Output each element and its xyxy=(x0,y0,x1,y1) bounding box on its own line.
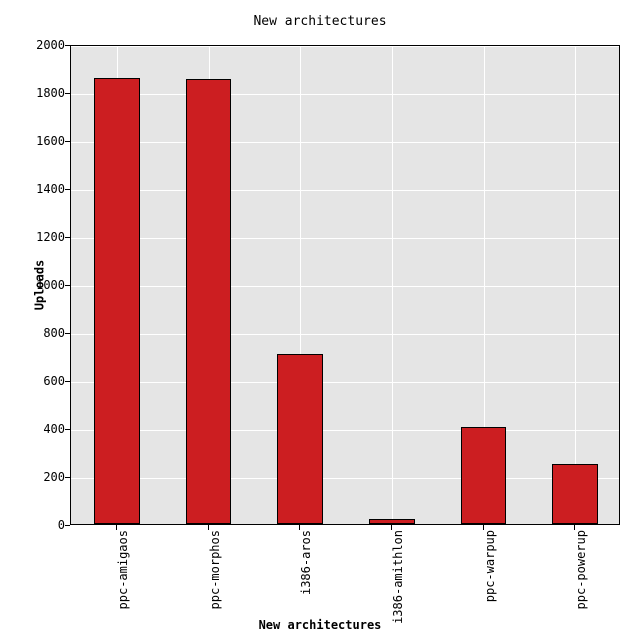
grid-line-h xyxy=(71,382,619,383)
y-tick-label: 800 xyxy=(15,326,65,340)
grid-line-h xyxy=(71,478,619,479)
y-tick-mark xyxy=(65,333,70,334)
y-tick-label: 1600 xyxy=(15,134,65,148)
x-tick-label: ppc-amigaos xyxy=(116,530,130,609)
grid-line-h xyxy=(71,190,619,191)
y-tick-mark xyxy=(65,189,70,190)
grid-line-v xyxy=(575,46,576,524)
chart-title: New architectures xyxy=(0,14,640,29)
y-tick-mark xyxy=(65,45,70,46)
x-tick-label: ppc-powerup xyxy=(574,530,588,609)
grid-line-h xyxy=(71,286,619,287)
y-tick-label: 400 xyxy=(15,422,65,436)
grid-line-v xyxy=(392,46,393,524)
y-tick-label: 600 xyxy=(15,374,65,388)
y-tick-mark xyxy=(65,429,70,430)
y-tick-label: 1800 xyxy=(15,86,65,100)
y-tick-mark xyxy=(65,525,70,526)
chart-container: New architectures 0200400600800100012001… xyxy=(0,0,640,640)
y-axis-label: Uploads xyxy=(32,260,46,311)
grid-line-h xyxy=(71,334,619,335)
bar xyxy=(461,427,507,524)
grid-line-h xyxy=(71,526,619,527)
bar xyxy=(369,519,415,524)
y-tick-mark xyxy=(65,381,70,382)
x-tick-label: ppc-warpup xyxy=(483,530,497,602)
x-tick-label: ppc-morphos xyxy=(208,530,222,609)
y-tick-label: 2000 xyxy=(15,38,65,52)
grid-line-h xyxy=(71,238,619,239)
y-tick-label: 1400 xyxy=(15,182,65,196)
y-tick-label: 200 xyxy=(15,470,65,484)
bar xyxy=(277,354,323,524)
y-tick-mark xyxy=(65,141,70,142)
grid-line-h xyxy=(71,142,619,143)
y-tick-mark xyxy=(65,93,70,94)
bar xyxy=(94,78,140,524)
y-tick-mark xyxy=(65,237,70,238)
bar xyxy=(552,464,598,524)
x-tick-label: i386-aros xyxy=(299,530,313,595)
y-tick-mark xyxy=(65,285,70,286)
plot-area xyxy=(70,45,620,525)
grid-line-h xyxy=(71,46,619,47)
x-tick-label: i386-amithlon xyxy=(391,530,405,624)
grid-line-h xyxy=(71,430,619,431)
y-tick-label: 0 xyxy=(15,518,65,532)
y-tick-label: 1200 xyxy=(15,230,65,244)
grid-line-h xyxy=(71,94,619,95)
x-axis-label: New architectures xyxy=(0,618,640,632)
y-tick-mark xyxy=(65,477,70,478)
bar xyxy=(186,79,232,524)
